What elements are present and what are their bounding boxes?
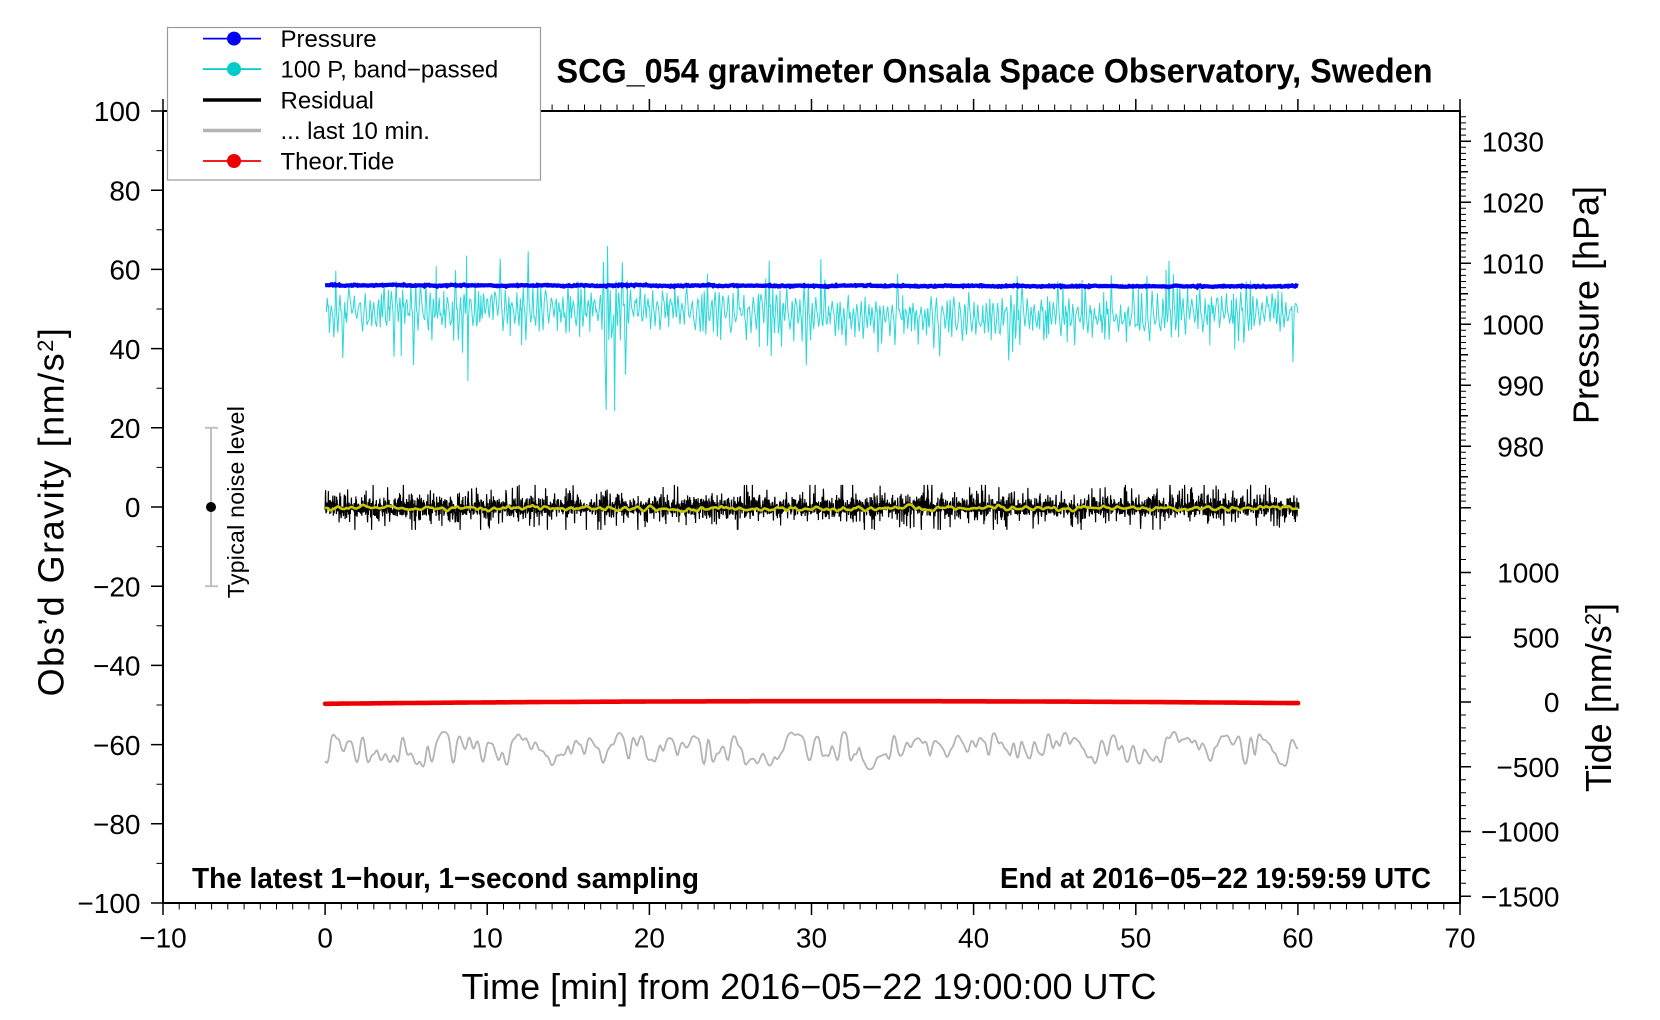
svg-text:40: 40 (958, 923, 989, 954)
svg-text:50: 50 (1120, 923, 1151, 954)
svg-text:Time [min] from 2016−05−22 19:: Time [min] from 2016−05−22 19:00:00 UTC (461, 966, 1156, 1007)
svg-text:Theor.Tide: Theor.Tide (281, 149, 395, 176)
svg-text:80: 80 (109, 175, 140, 206)
svg-text:60: 60 (109, 255, 140, 286)
svg-text:20: 20 (109, 413, 140, 444)
svg-text:30: 30 (796, 923, 827, 954)
svg-text:−1000: −1000 (1481, 817, 1560, 848)
svg-text:−10: −10 (139, 923, 187, 954)
svg-text:60: 60 (1282, 923, 1313, 954)
svg-text:1010: 1010 (1482, 248, 1544, 279)
svg-text:End at 2016−05−22 19:59:59 UTC: End at 2016−05−22 19:59:59 UTC (1000, 863, 1431, 895)
svg-text:The latest 1−hour, 1−second sa: The latest 1−hour, 1−second sampling (192, 863, 699, 895)
svg-text:−20: −20 (93, 571, 141, 602)
svg-text:−80: −80 (93, 809, 141, 840)
svg-text:500: 500 (1513, 622, 1560, 653)
svg-text:Tide [nm/s2]: Tide [nm/s2] (1578, 603, 1619, 792)
svg-text:980: 980 (1497, 431, 1544, 462)
svg-text:Pressure [hPa]: Pressure [hPa] (1566, 186, 1607, 424)
svg-text:1020: 1020 (1482, 187, 1544, 218)
svg-text:70: 70 (1444, 923, 1475, 954)
svg-text:Residual: Residual (281, 88, 374, 115)
svg-text:−40: −40 (93, 651, 141, 682)
svg-text:... last 10 min.: ... last 10 min. (281, 118, 430, 145)
svg-text:10: 10 (472, 923, 503, 954)
svg-text:20: 20 (634, 923, 665, 954)
svg-text:−60: −60 (93, 730, 141, 761)
svg-text:1000: 1000 (1482, 309, 1544, 340)
svg-text:1000: 1000 (1497, 558, 1559, 589)
svg-text:0: 0 (1544, 687, 1560, 718)
svg-text:100 P, band−passed: 100 P, band−passed (281, 57, 499, 84)
svg-text:Typical noise level: Typical noise level (223, 406, 249, 598)
svg-text:−500: −500 (1496, 752, 1559, 783)
svg-text:−100: −100 (77, 888, 140, 919)
svg-text:40: 40 (109, 334, 140, 365)
svg-text:1030: 1030 (1482, 126, 1544, 157)
svg-text:SCG_054 gravimeter Onsala Spac: SCG_054 gravimeter Onsala Space Observat… (557, 53, 1433, 91)
svg-text:Obs’d Gravity [nm/s2]: Obs’d Gravity [nm/s2] (31, 327, 72, 697)
svg-text:Pressure: Pressure (281, 26, 377, 53)
svg-text:0: 0 (317, 923, 333, 954)
svg-text:0: 0 (125, 492, 141, 523)
svg-text:990: 990 (1497, 370, 1544, 401)
svg-text:−1500: −1500 (1481, 881, 1560, 912)
svg-text:100: 100 (94, 96, 141, 127)
